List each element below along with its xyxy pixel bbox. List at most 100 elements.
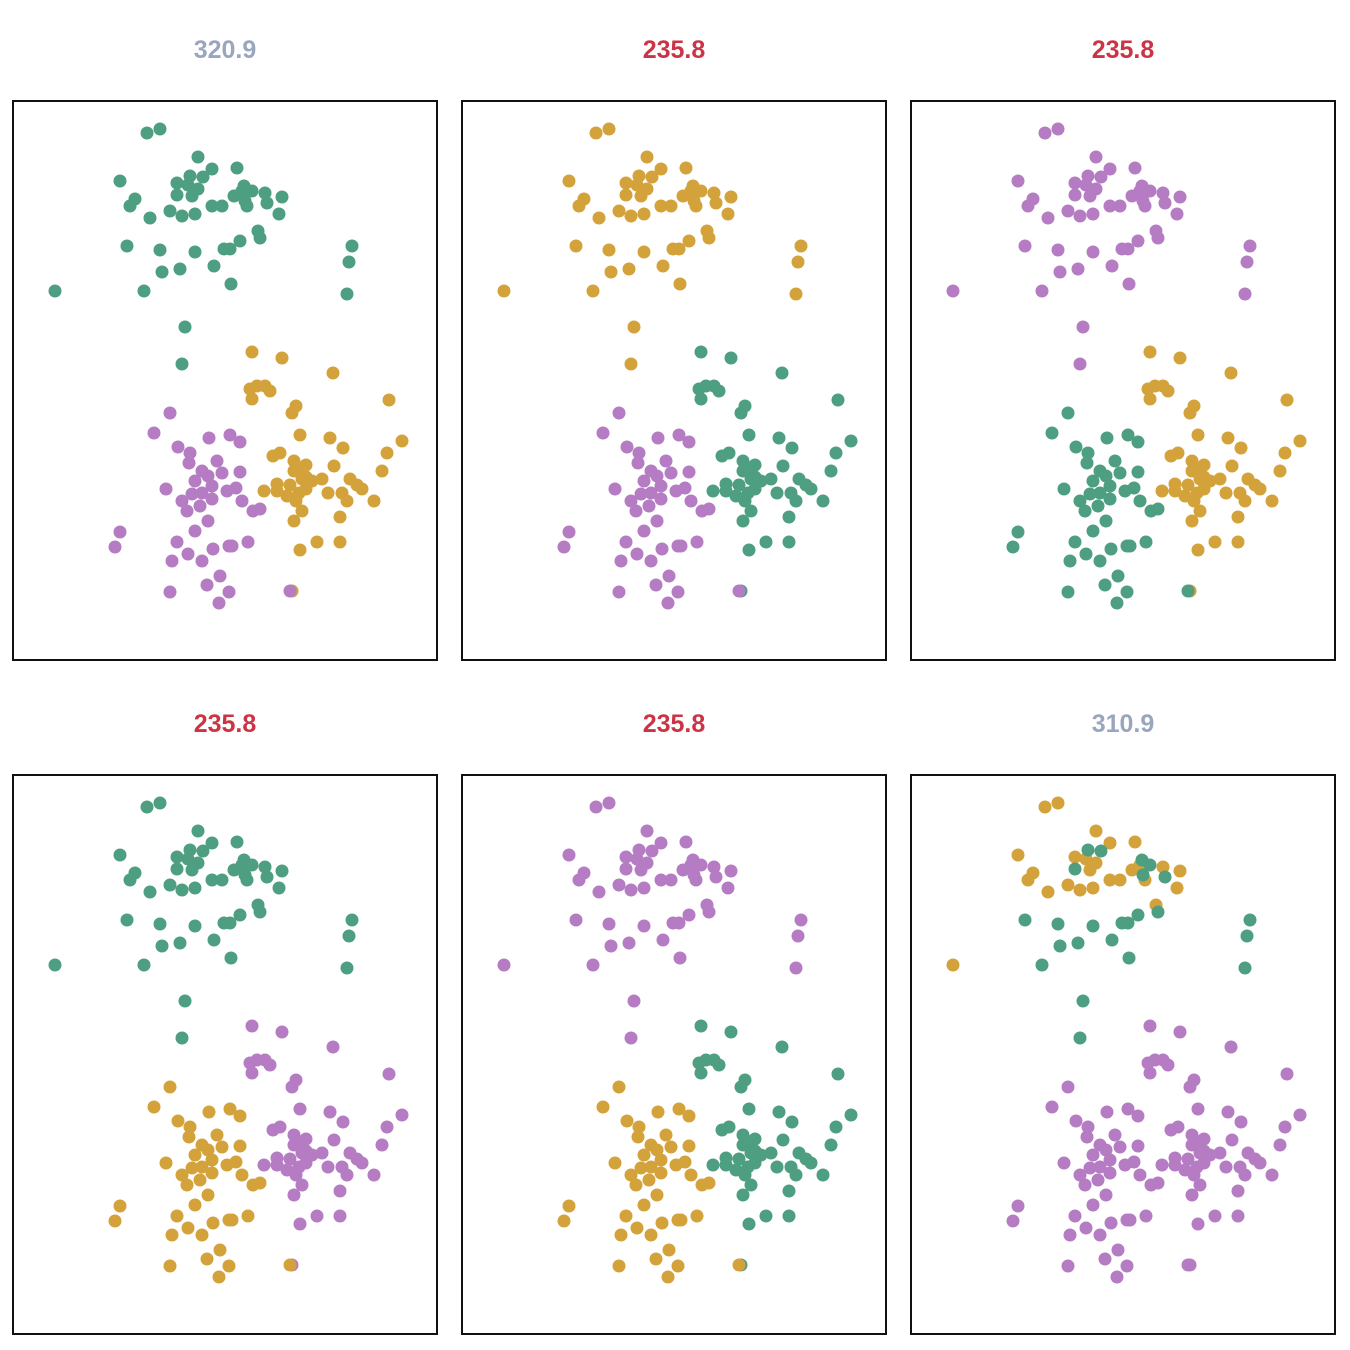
scatter-point [637,207,651,221]
scatter-point [1011,525,1025,539]
scatter-point [672,242,686,256]
scatter-point [202,431,216,445]
scatter-point [1181,1152,1195,1166]
scatter-point [557,540,571,554]
scatter-point [782,510,796,524]
plot-frame [12,100,438,661]
scatter-panel-4: 235.8 [12,704,438,1335]
scatter-point [1073,494,1087,508]
scatter-point [946,284,960,298]
scatter-point [1293,1108,1307,1122]
scatter-point [395,1108,409,1122]
scatter-point [1128,835,1142,849]
scatter-point [1076,994,1090,1008]
scatter-point [674,1213,688,1227]
scatter-plot [946,122,1307,610]
scatter-point [245,184,259,198]
scatter-point [624,494,638,508]
scatter-point [664,1140,678,1154]
scatter-point [620,440,634,454]
scatter-point [694,345,708,359]
scatter-point [1011,848,1025,862]
scatter-point [602,796,616,810]
scatter-point [191,856,205,870]
scatter-point [195,464,209,478]
scatter-point [212,596,226,610]
scatter-point [1121,428,1135,442]
scatter-point [829,446,843,460]
scatter-point [1238,494,1252,508]
scatter-point [1133,494,1147,508]
scatter-point [724,190,738,204]
scatter-point [1185,1128,1199,1142]
scatter-point [1061,585,1075,599]
scatter-point [687,194,701,208]
scatter-point [1120,585,1134,599]
scatter-point [1120,1259,1134,1273]
scatter-point [1053,939,1067,953]
scatter-point [188,207,202,221]
scatter-point [645,170,659,184]
scatter-point [287,1188,301,1202]
scatter-point [178,320,192,334]
scatter-point [201,1188,215,1202]
scatter-point [185,487,199,501]
scatter-point [1133,1168,1147,1182]
scatter-point [789,287,803,301]
scatter-point [140,800,154,814]
scatter-point [340,287,354,301]
scatter-point [1038,126,1052,140]
scatter-point [794,239,808,253]
scatter-point [619,1209,633,1223]
scatter-point [1093,464,1107,478]
scatter-point [1185,514,1199,528]
scatter-point [287,1128,301,1142]
scatter-point [1155,484,1169,498]
scatter-point [213,1243,227,1257]
scatter-point [159,1156,173,1170]
scatter-point [315,472,329,486]
scatter-point [682,234,696,248]
scatter-point [724,1025,738,1039]
scatter-point [1155,1158,1169,1172]
scatter-point [1253,482,1267,496]
scatter-point [1110,1270,1124,1284]
scatter-point [612,1080,626,1094]
scatter-point [707,186,721,200]
scatter-point [742,543,756,557]
panel-title: 235.8 [642,36,706,64]
scatter-point [1197,1144,1211,1158]
scatter-point [163,585,177,599]
scatter-point [48,958,62,972]
scatter-point [659,1128,673,1142]
scatter-point [283,478,297,492]
scatter-point [1183,1080,1197,1094]
scatter-point [48,284,62,298]
scatter-point [589,126,603,140]
panel-title: 235.8 [193,710,257,738]
scatter-point [188,1148,202,1162]
scatter-point [624,357,638,371]
scatter-point [258,186,272,200]
scatter-point [612,878,626,892]
scatter-point [233,908,247,922]
scatter-point [165,1228,179,1242]
scatter-point [1183,406,1197,420]
scatter-point [831,393,845,407]
scatter-point [173,262,187,276]
scatter-point [245,1019,259,1033]
scatter-point [1038,800,1052,814]
scatter-point [205,1166,219,1180]
scatter-plot [497,122,858,610]
scatter-point [343,472,357,486]
scatter-point [736,1138,750,1152]
scatter-point [188,474,202,488]
scatter-point [569,239,583,253]
scatter-point [143,211,157,225]
scatter-point [1170,207,1184,221]
scatter-point [171,1114,185,1128]
scatter-point [293,428,307,442]
scatter-point [694,1019,708,1033]
scatter-point [724,351,738,365]
